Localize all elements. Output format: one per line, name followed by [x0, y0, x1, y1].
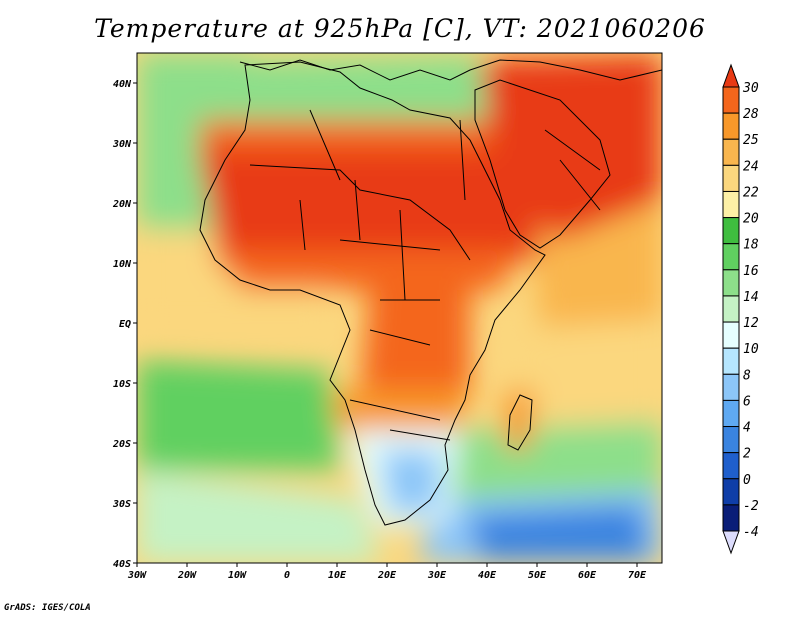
colorbar-label: 6 [743, 394, 751, 409]
colorbar-segment [722, 347, 740, 375]
colorbar-segment [722, 164, 740, 192]
europe-outline [239, 59, 662, 81]
coastlines [199, 59, 662, 526]
colorbar-label: 30 [742, 81, 759, 96]
region-southern-africa [330, 390, 470, 430]
y-tick-label: 40N [113, 79, 132, 90]
colorbar-segment [722, 112, 740, 140]
colorbar-label: 16 [743, 264, 759, 279]
y-tick-label: 20S [112, 439, 131, 450]
colorbar-segment [722, 373, 740, 401]
arabia-outline [474, 79, 611, 249]
x-tick-label: 50E [528, 570, 547, 581]
africa-outline [199, 61, 546, 526]
colorbar-label: 24 [743, 159, 759, 174]
colorbar-label: 22 [743, 185, 759, 200]
x-tick-label: 40E [478, 570, 497, 581]
colorbar-segment [722, 63, 740, 88]
x-tick-label: 30E [427, 570, 447, 581]
colorbar-segment [722, 452, 740, 480]
x-tick-label: 10E [328, 570, 347, 581]
colorbar-label: 18 [743, 238, 759, 253]
colorbar-label: -2 [743, 499, 759, 514]
colorbar-segment [722, 504, 740, 532]
region-congo [360, 290, 470, 400]
colorbar-segment [722, 243, 740, 271]
chart-title: Temperature at 925hPa [C], VT: 202106020… [94, 14, 706, 43]
x-axis-ticks: 30W 20W 10W 0 10E 20E 30E 40E 50E 60E 70E [127, 563, 647, 581]
colorbar-segment [722, 530, 740, 555]
colorbar-segment [722, 295, 740, 323]
colorbar-label: 12 [743, 316, 759, 331]
y-tick-label: 10S [113, 379, 131, 390]
colorbar-segment [722, 478, 740, 506]
x-tick-label: 30W [127, 570, 147, 581]
colorbar-segment [722, 399, 740, 428]
colorbar-segment [722, 190, 740, 219]
region-cold-core [470, 505, 650, 560]
colorbar-segment [722, 86, 740, 114]
x-tick-label: 20W [177, 570, 197, 581]
region-far-south-atlantic [137, 470, 380, 563]
colorbar-label: 25 [743, 133, 759, 148]
colorbar-label: 2 [743, 447, 751, 462]
region-highveld-cold [380, 450, 440, 515]
colorbar-segment [722, 269, 740, 297]
region-south-atlantic [137, 360, 340, 470]
grads-credit: GrADS: IGES/COLA [4, 603, 91, 613]
x-tick-label: 70E [628, 570, 647, 581]
x-tick-label: 0 [284, 570, 290, 581]
y-tick-label: 40S [113, 559, 131, 570]
y-axis-ticks: 40N 30N 20N 10N EQ 10S 20S 30S 40S [112, 79, 137, 570]
region-mediterranean [240, 55, 500, 130]
colorbar-label: 10 [743, 342, 759, 357]
y-tick-label: 30N [112, 139, 132, 150]
region-south-indian-ocean [440, 420, 662, 500]
region-indian-ocean-mid [500, 320, 662, 430]
colorbar-label: 0 [743, 473, 751, 488]
map-field [137, 53, 662, 563]
region-arabia [480, 55, 662, 240]
colorbar-segment [722, 138, 740, 166]
region-sahara [200, 150, 540, 270]
colorbar-label: -4 [743, 525, 759, 540]
y-tick-label: 10N [113, 259, 132, 270]
colorbar-segment [722, 321, 740, 349]
colorbar-label: 14 [743, 290, 759, 305]
y-tick-label: 20N [112, 199, 132, 210]
y-tick-label: 30S [112, 499, 131, 510]
map-frame [136, 52, 663, 564]
region-sahel [220, 250, 520, 290]
x-tick-label: 20E [377, 570, 397, 581]
colorbar-segment [722, 426, 740, 454]
internal-borders [249, 109, 601, 441]
x-tick-label: 60E [578, 570, 597, 581]
colorbar-label: 20 [743, 212, 759, 227]
colorbar-label: 4 [743, 421, 751, 436]
colorbar-segment [722, 217, 740, 245]
madagascar-outline [507, 394, 533, 451]
colorbar-label: 28 [743, 107, 759, 122]
colorbar-label: 8 [743, 368, 751, 383]
x-tick-label: 10W [228, 570, 247, 581]
y-tick-label: EQ [119, 319, 131, 330]
